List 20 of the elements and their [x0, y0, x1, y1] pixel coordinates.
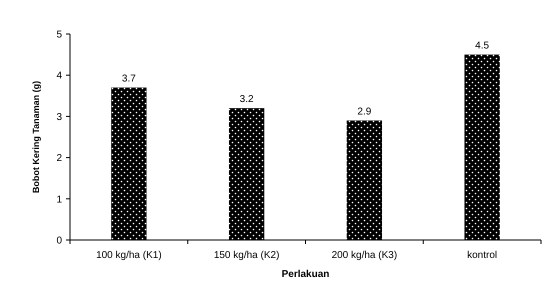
- x-tick-label: 100 kg/ha (K1): [96, 250, 162, 261]
- bar: [464, 54, 500, 240]
- y-axis-title: Bobot Kering Tanaman (g): [31, 80, 41, 194]
- y-tick-label: 1: [56, 194, 62, 206]
- y-tick-label: 2: [56, 153, 62, 164]
- y-tick-label: 5: [56, 30, 62, 40]
- x-tick-label: 200 kg/ha (K3): [332, 250, 398, 261]
- x-tick-label: kontrol: [467, 250, 498, 261]
- data-label: 3.2: [240, 94, 254, 106]
- y-tick-label: 4: [56, 70, 62, 82]
- y-tick-label: 3: [56, 112, 62, 123]
- bar: [111, 88, 147, 240]
- y-tick-label: 0: [56, 236, 62, 246]
- x-tick-label: 150 kg/ha (K2): [214, 250, 280, 261]
- bar: [346, 120, 382, 240]
- data-label: 4.5: [475, 40, 490, 52]
- data-label: 2.9: [357, 106, 372, 118]
- data-label: 3.7: [122, 74, 136, 85]
- x-axis-title: Perlakuan: [282, 269, 330, 280]
- bar: [228, 108, 264, 240]
